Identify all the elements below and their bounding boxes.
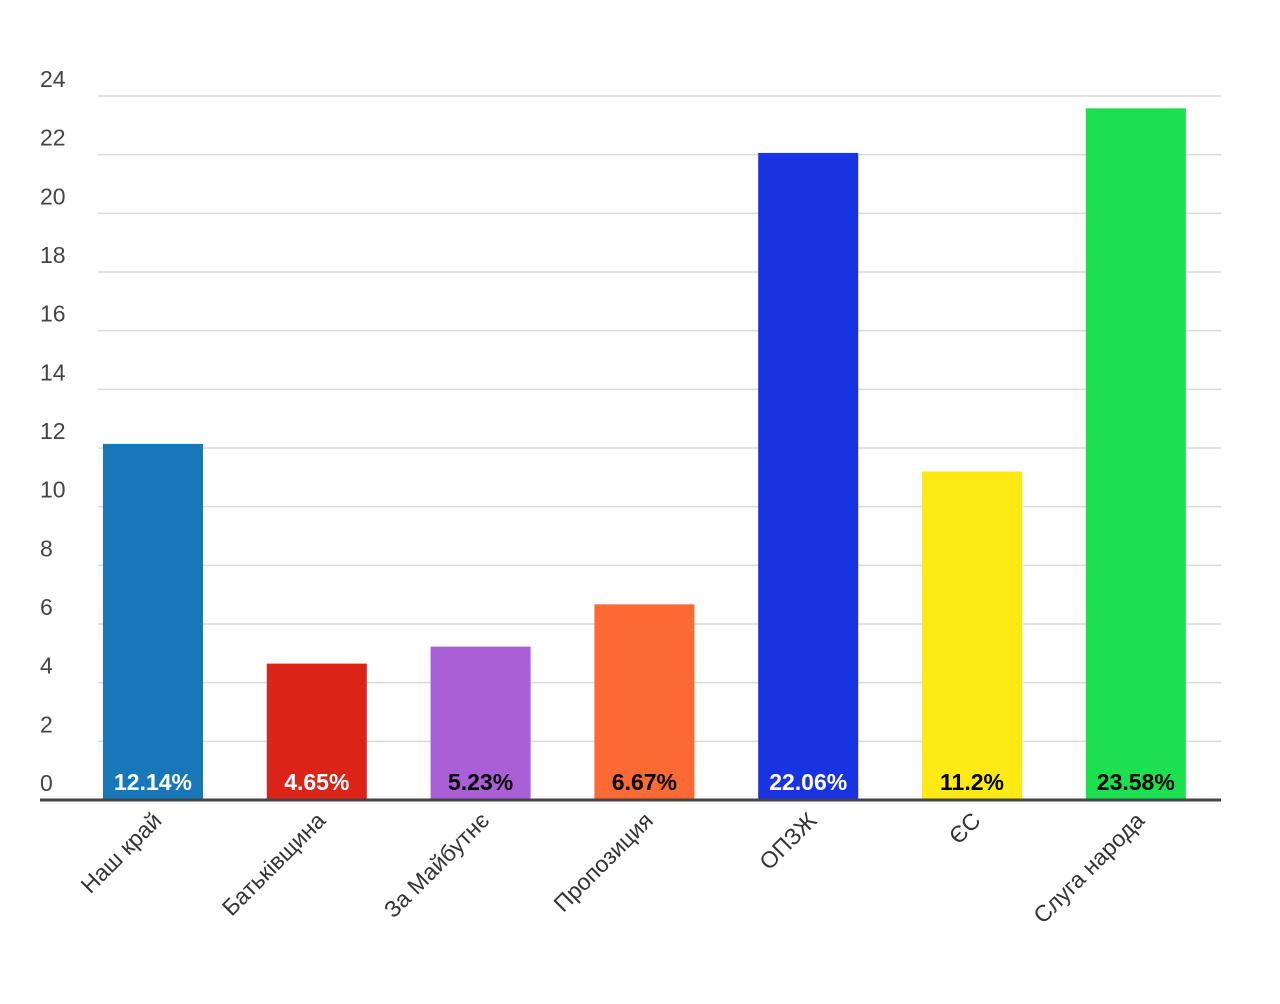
bar: [430, 646, 531, 800]
y-tick-label: 20: [40, 183, 66, 209]
bar: [103, 443, 203, 800]
bar: [266, 663, 367, 800]
bar: [922, 471, 1022, 800]
y-tick-label: 16: [40, 301, 66, 327]
x-tick-label: ОПЗЖ: [754, 807, 822, 875]
x-tick-label: Слуга народа: [1028, 807, 1149, 928]
y-tick-label: 2: [40, 711, 53, 737]
bar: [758, 152, 859, 800]
x-tick-label: За Майбутнє: [379, 807, 495, 923]
y-tick-label: 22: [40, 125, 66, 151]
y-tick-label: 8: [40, 535, 53, 561]
bars: 12.14% 4.65% 5.23% 6.67% 22.06% 11.2% 23.58%: [103, 108, 1186, 800]
data-label: 12.14%: [114, 769, 192, 795]
y-tick-label: 24: [40, 66, 66, 92]
data-label: 5.23%: [448, 769, 513, 795]
data-label: 23.58%: [1097, 769, 1175, 795]
y-tick-label: 10: [40, 477, 66, 503]
y-tick-label: 14: [40, 359, 66, 385]
x-tick-label: Наш край: [75, 807, 166, 898]
data-label: 6.67%: [612, 769, 677, 795]
data-label: 22.06%: [769, 769, 847, 795]
x-tick-label: ЄС: [944, 807, 986, 849]
y-tick-label: 12: [40, 418, 66, 444]
bar: [594, 604, 695, 800]
y-tick-label: 6: [40, 594, 53, 620]
x-tick-label: Пропозиция: [548, 807, 658, 917]
x-axis-labels: Наш край Батьківщина За Майбутнє Пропозиция…: [75, 807, 1149, 928]
y-tick-label: 18: [40, 242, 66, 268]
data-label: 4.65%: [284, 769, 349, 795]
bar: [1085, 108, 1186, 800]
y-tick-label: 4: [40, 653, 53, 679]
y-tick-label: 0: [40, 770, 53, 796]
x-tick-label: Батьківщина: [217, 807, 331, 921]
data-label: 11.2%: [940, 769, 1004, 795]
